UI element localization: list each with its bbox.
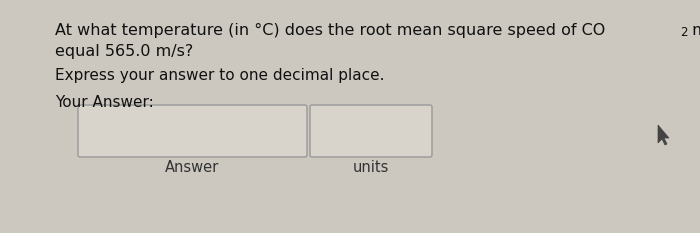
FancyBboxPatch shape bbox=[310, 105, 432, 157]
Text: Answer: Answer bbox=[165, 160, 219, 175]
Text: units: units bbox=[353, 160, 389, 175]
FancyBboxPatch shape bbox=[78, 105, 307, 157]
Text: Your Answer:: Your Answer: bbox=[55, 95, 154, 110]
Text: At what temperature (in °C) does the root mean square speed of CO: At what temperature (in °C) does the roo… bbox=[55, 23, 606, 38]
Polygon shape bbox=[658, 125, 669, 145]
Text: molecules: molecules bbox=[687, 23, 700, 38]
Text: 2: 2 bbox=[680, 26, 688, 39]
Text: equal 565.0 m/s?: equal 565.0 m/s? bbox=[55, 44, 193, 59]
Text: Express your answer to one decimal place.: Express your answer to one decimal place… bbox=[55, 68, 384, 83]
